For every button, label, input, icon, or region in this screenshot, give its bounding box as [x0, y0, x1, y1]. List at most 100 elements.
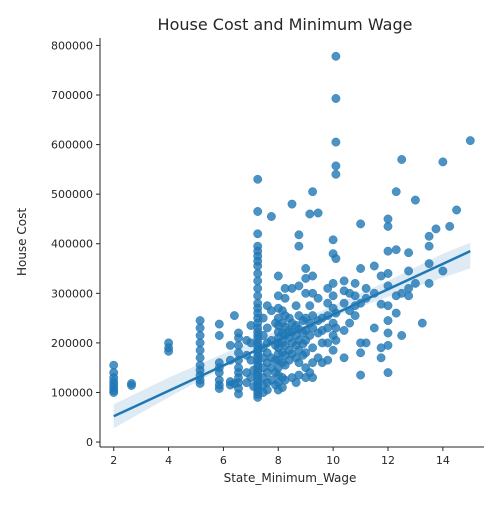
x-tick-label: 10	[326, 454, 340, 467]
data-point	[361, 283, 371, 293]
data-point	[109, 388, 119, 397]
y-axis-label: House Cost	[15, 208, 29, 276]
data-point	[331, 335, 341, 345]
data-point	[313, 293, 323, 303]
data-point	[339, 353, 349, 363]
data-point	[376, 353, 386, 363]
data-point	[195, 353, 205, 363]
data-point	[404, 291, 414, 301]
x-tick-label: 14	[436, 454, 450, 467]
data-point	[195, 345, 205, 355]
data-point	[424, 259, 434, 269]
data-point	[356, 219, 366, 229]
confidence-band	[113, 242, 471, 429]
data-point	[195, 316, 205, 326]
y-tick-label: 800000	[51, 39, 93, 52]
data-point	[234, 348, 243, 358]
data-point	[253, 276, 263, 286]
data-point	[331, 51, 341, 61]
y-tick-label: 0	[86, 436, 93, 449]
data-point	[262, 323, 272, 333]
data-point	[109, 360, 119, 370]
data-point	[331, 323, 341, 333]
data-point	[308, 373, 318, 383]
data-point	[308, 271, 318, 281]
data-point	[280, 293, 290, 303]
confidence-band-layer	[113, 242, 471, 429]
data-point	[253, 283, 263, 293]
data-point	[424, 278, 434, 288]
data-point	[328, 235, 338, 245]
data-point	[410, 278, 420, 288]
data-point	[431, 224, 441, 234]
data-point	[164, 346, 174, 356]
data-point	[214, 331, 224, 340]
data-point	[313, 208, 323, 218]
data-point	[305, 301, 315, 311]
data-point	[291, 301, 301, 311]
x-tick-label: 6	[220, 454, 227, 467]
data-point	[424, 241, 434, 251]
data-point	[229, 311, 239, 321]
y-tick-label: 500000	[51, 188, 93, 201]
data-point	[391, 245, 401, 255]
data-point	[339, 276, 349, 286]
data-point	[234, 340, 243, 350]
data-point	[253, 174, 263, 184]
data-point	[339, 326, 349, 335]
data-point	[356, 348, 366, 358]
data-point	[391, 187, 401, 197]
chart-title: House Cost and Minimum Wage	[158, 15, 413, 34]
data-point	[273, 271, 283, 281]
data-point	[361, 338, 371, 348]
data-point	[301, 264, 311, 273]
x-tick-label: 2	[110, 454, 117, 467]
data-point	[127, 381, 136, 390]
data-point	[339, 298, 349, 308]
axes-layer: 2 4 6 8 10 12 14 0 100000 200000 300000 400000 50000…	[51, 38, 484, 467]
data-point	[424, 231, 434, 241]
data-point	[323, 355, 333, 365]
y-tick-label: 700000	[51, 89, 93, 102]
data-point	[331, 94, 341, 103]
data-point	[301, 348, 311, 358]
data-point	[438, 157, 448, 167]
data-point	[287, 199, 297, 209]
data-point	[305, 331, 315, 340]
data-point	[328, 278, 338, 288]
data-point	[195, 323, 205, 333]
data-point	[410, 195, 420, 205]
data-point	[331, 137, 341, 147]
data-point	[397, 155, 407, 164]
data-point	[234, 389, 243, 399]
data-point	[291, 378, 301, 388]
data-point	[253, 207, 263, 216]
data-point	[328, 345, 338, 355]
y-tick-label: 100000	[51, 386, 93, 399]
regression-line	[113, 250, 471, 418]
data-point	[383, 269, 393, 278]
data-point	[214, 319, 224, 329]
data-point	[305, 209, 315, 219]
data-point	[383, 214, 393, 224]
data-point	[225, 340, 235, 350]
data-point	[253, 261, 263, 271]
data-point	[195, 338, 205, 348]
y-tick-label: 400000	[51, 238, 93, 251]
data-point	[195, 379, 205, 388]
data-point	[277, 383, 287, 392]
data-point	[404, 248, 414, 258]
data-point	[308, 311, 318, 321]
data-point	[253, 291, 263, 301]
data-point	[417, 318, 427, 328]
regression-line-layer	[113, 250, 471, 418]
data-point	[345, 318, 355, 328]
data-point	[308, 343, 318, 353]
data-point	[445, 221, 455, 231]
data-point	[262, 385, 272, 395]
data-point	[331, 254, 341, 264]
data-point	[258, 331, 268, 340]
data-point	[383, 316, 393, 326]
data-point	[253, 269, 263, 278]
